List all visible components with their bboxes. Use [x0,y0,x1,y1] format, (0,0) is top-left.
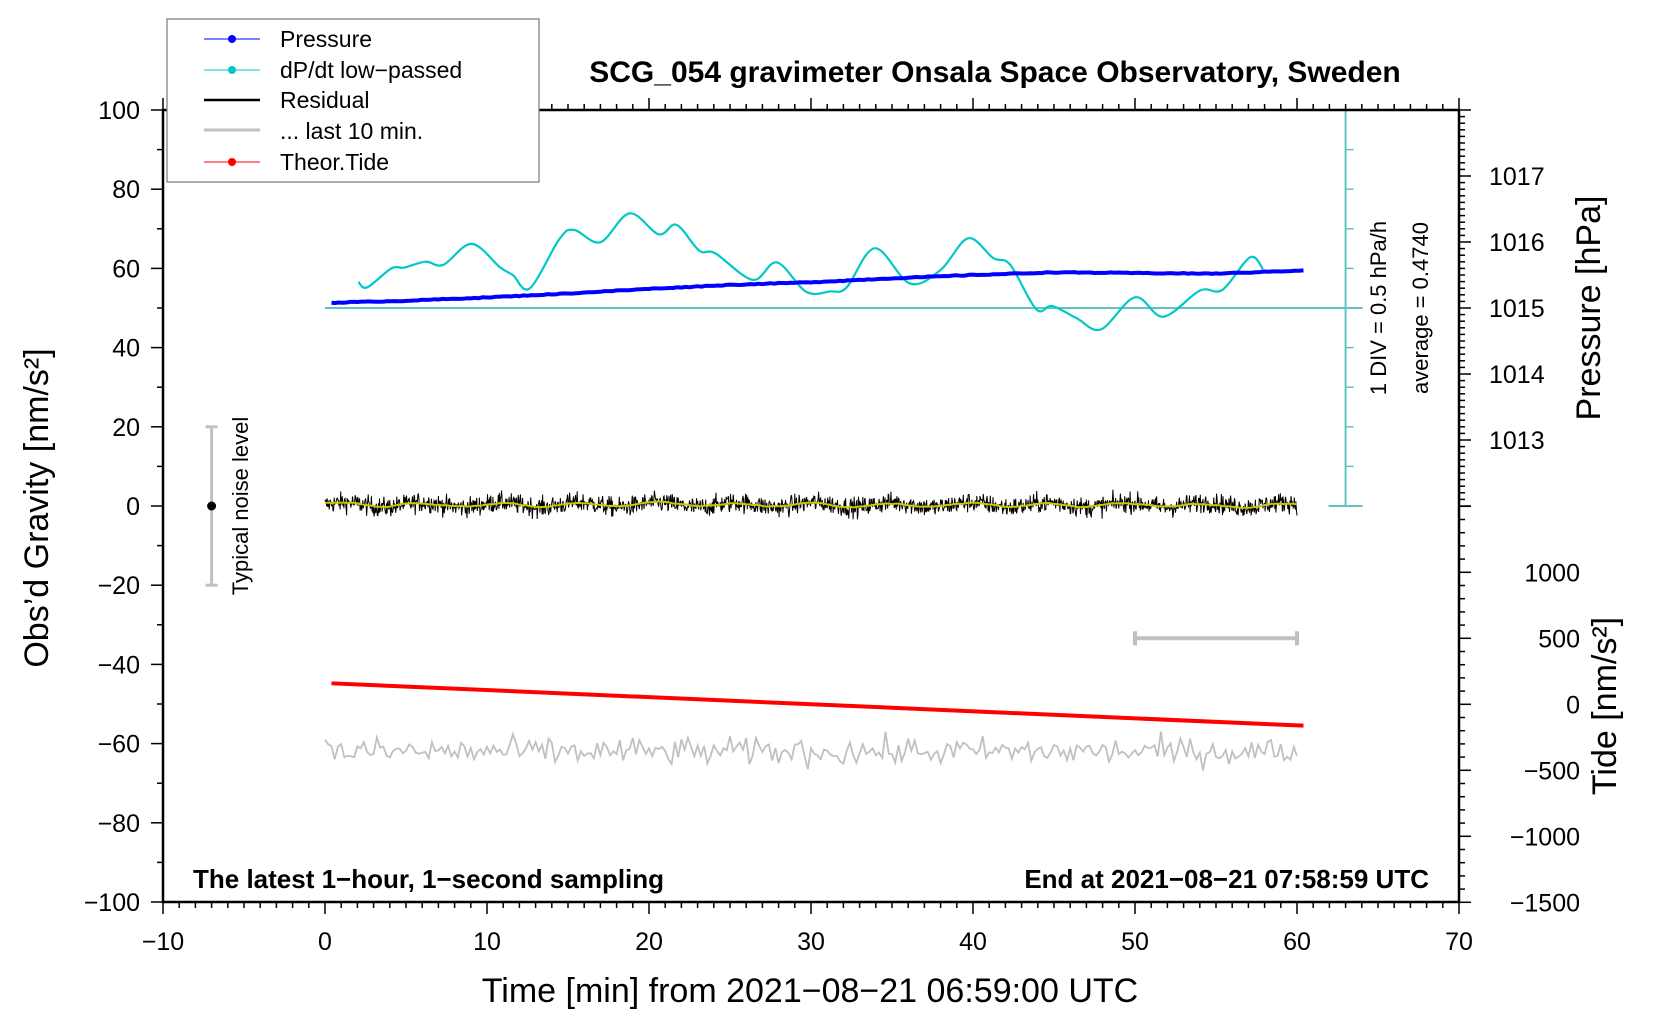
annotation-bottom-right: End at 2021−08−21 07:58:59 UTC [1024,864,1429,894]
y-tick-label: −100 [84,889,140,917]
tide-tick-label: −1000 [1510,823,1580,851]
tide-tick-label: 0 [1566,691,1580,719]
x-tick-label: 30 [797,928,825,956]
pressure-tick-label: 1014 [1489,361,1545,389]
tide-tick-label: −500 [1524,757,1580,785]
dpdt-line [357,212,1264,332]
x-tick-label: 50 [1121,928,1149,956]
tide-tick-label: 500 [1538,625,1580,653]
tide-line [331,681,1304,728]
y-tick-label: 80 [112,176,140,204]
chart-title: SCG_054 gravimeter Onsala Space Observat… [589,56,1401,89]
residual-smoothed-line [324,500,1298,509]
x-tick-label: 60 [1283,928,1311,956]
tide-tick-label: −1500 [1510,889,1580,917]
legend-label-last10: ... last 10 min. [280,118,423,144]
legend-label-tide: Theor.Tide [280,149,389,175]
y-tick-label: −20 [98,572,140,600]
div-axis-label: 1 DIV = 0.5 hPa/h [1366,221,1391,395]
legend-label-residual: Residual [280,87,370,113]
noise-level-label: Typical noise level [228,417,253,596]
pressure-tick-label: 1016 [1489,229,1545,257]
div-axis-average-label: average = 0.4740 [1408,222,1433,394]
x-tick-label: 10 [473,928,501,956]
y-axis-label-gravity: Obs’d Gravity [nm/s²] [18,348,56,667]
y-axis-label-tide: Tide [nm/s²] [1586,617,1624,795]
pressure-tick-label: 1017 [1489,163,1545,191]
pressure-line [331,268,1304,305]
y-tick-label: −60 [98,731,140,759]
axis-ticks: −10 0 10 20 30 40 50 60 70100806040200−20−40−60−… [84,97,1580,956]
y-tick-label: −40 [98,651,140,679]
plot-frame [161,108,1461,904]
pressure-tick-label: 1013 [1489,427,1545,455]
pressure-tick-label: 1015 [1489,295,1545,323]
y-tick-label: −80 [98,810,140,838]
y-tick-label: 60 [112,255,140,283]
y-tick-label: 20 [112,414,140,442]
x-tick-label: 20 [635,928,663,956]
legend-label-dpdt: dP/dt low−passed [280,57,462,83]
series-layer [205,109,1363,771]
y-tick-label: 0 [126,493,140,521]
legend-marker-1 [228,66,236,74]
x-axis-label: Time [min] from 2021−08−21 06:59:00 UTC [482,972,1138,1010]
x-tick-label: 40 [959,928,987,956]
tide-tick-label: 1000 [1524,559,1580,587]
legend-marker-0 [228,35,236,43]
x-tick-label: 70 [1445,928,1473,956]
legend: Pressure dP/dt low−passed Residual ... l… [166,18,540,183]
x-tick-label: 0 [318,928,332,956]
y-tick-label: 100 [98,97,140,125]
y-tick-label: 40 [112,335,140,363]
noise-level-dot [207,501,217,511]
last-10-min-line [324,731,1298,771]
legend-label-pressure: Pressure [280,26,372,52]
y-axis-label-pressure: Pressure [hPa] [1570,196,1608,421]
annotation-bottom-left: The latest 1−hour, 1−second sampling [193,864,664,894]
x-tick-label: −10 [142,928,184,956]
legend-marker-4 [228,158,236,166]
